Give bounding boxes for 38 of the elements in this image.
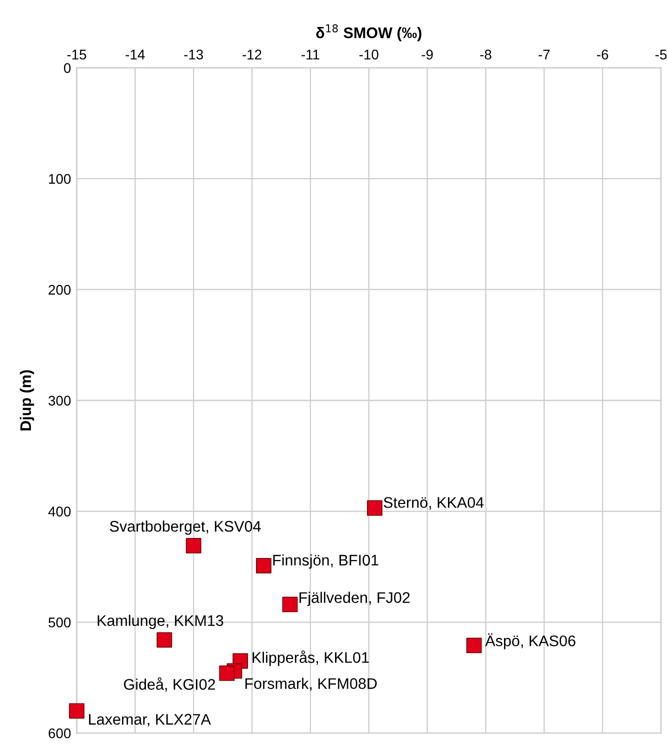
annotation: Sternö, KKA04 bbox=[384, 497, 484, 510]
x-tick-label: -13 bbox=[184, 50, 203, 60]
y-tick-label: 300 bbox=[48, 396, 71, 406]
y-tick-label: 100 bbox=[49, 174, 71, 184]
point bbox=[156, 632, 172, 648]
x-tick-label: -10 bbox=[359, 50, 378, 60]
point bbox=[282, 596, 298, 612]
y-tick-label: 0 bbox=[64, 63, 71, 73]
y-tick-label: 400 bbox=[48, 506, 71, 516]
y-axis-title: Djup (m) bbox=[20, 370, 34, 430]
annotation: Äspö, KAS06 bbox=[485, 633, 576, 650]
annotation: Fjällveden, FJ02 bbox=[300, 592, 410, 606]
point bbox=[366, 500, 382, 516]
x-tick-label: -8 bbox=[480, 50, 492, 60]
x-axis-title: δ$^{18}$ SMOW (‰) bbox=[316, 24, 422, 42]
y-tick-label: 600 bbox=[48, 728, 71, 738]
annotation: Gideå, KGI02 bbox=[124, 677, 215, 692]
x-tick-label: -9 bbox=[422, 50, 433, 60]
point bbox=[69, 703, 84, 719]
point bbox=[256, 558, 272, 574]
y-tick-label: 500 bbox=[48, 618, 71, 628]
annotation: Svartboberget, KSV04 bbox=[110, 520, 261, 535]
x-tick-label: -14 bbox=[126, 50, 145, 60]
x-tick-label: -5 bbox=[655, 50, 667, 60]
point bbox=[219, 666, 235, 681]
x-tick-label: -6 bbox=[597, 50, 608, 60]
x-tick-label: -15 bbox=[67, 50, 86, 60]
annotation: Klipperås, KKL01 bbox=[252, 650, 369, 666]
x-tick-label: -11 bbox=[302, 50, 320, 60]
annotation: Laxemar, KLX27A bbox=[89, 714, 211, 727]
point bbox=[466, 638, 482, 654]
x-tick-label: -7 bbox=[538, 50, 550, 60]
point bbox=[186, 538, 202, 554]
annotation: Finnsjön, BFI01 bbox=[273, 554, 378, 569]
annotation: Forsmark, KFM08D bbox=[245, 678, 377, 691]
annotation: Kamlunge, KKM13 bbox=[98, 614, 224, 630]
y-tick-label: 200 bbox=[48, 284, 71, 295]
x-tick-label: -12 bbox=[242, 50, 262, 60]
